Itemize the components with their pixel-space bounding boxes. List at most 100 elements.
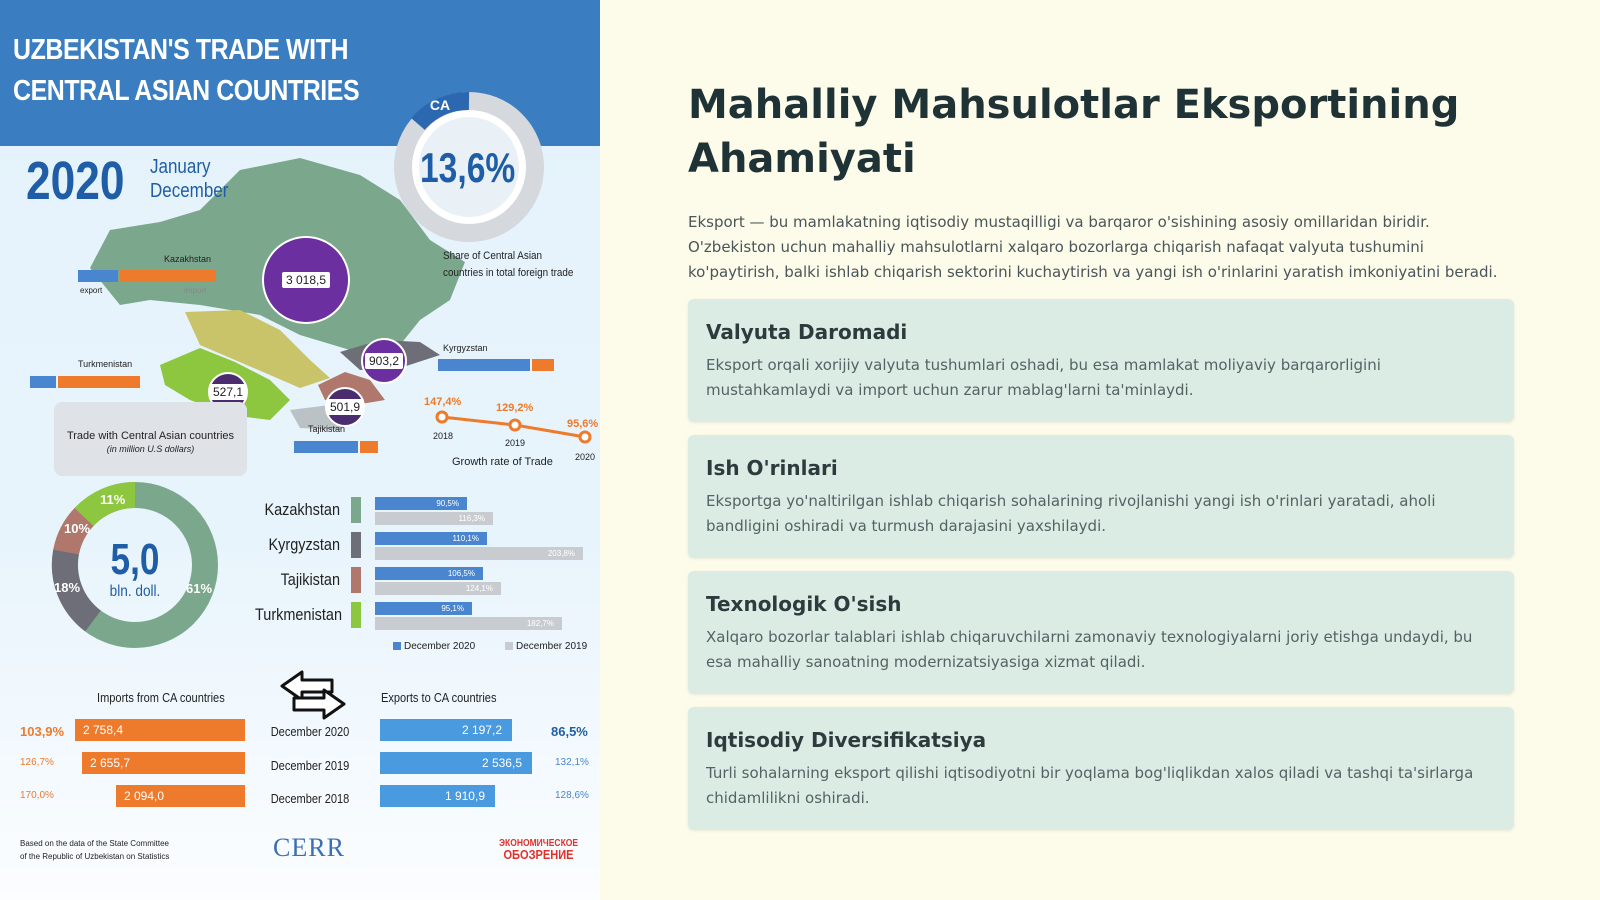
content-panel: Mahalliy Mahsulotlar Eksportining Ahamiy… (688, 78, 1514, 830)
import-bar-2019: 2 655,7 (82, 752, 245, 774)
bar-country-kyrgyzstan: Kyrgyzstan (268, 535, 340, 554)
map-uzbekistan (185, 310, 330, 388)
card-body: Turli sohalarning eksport qilishi iqtiso… (706, 764, 1474, 807)
bar-tajikistan-2019: 124,1% (375, 582, 501, 595)
label-turkmenistan: Turkmenistan (78, 359, 133, 369)
period-start: January (150, 156, 211, 178)
kyrgyzstan-export-bar (438, 359, 530, 371)
growth-point-2018 (435, 410, 449, 424)
export-pct-2018: 128,6% (555, 790, 589, 801)
bar-kyrgyzstan-2019: 203,8% (375, 547, 583, 560)
trade-box-title: Trade with Central Asian countries (66, 430, 235, 442)
card-iqtisodiy-diversifikatsiya: Iqtisodiy Diversifikatsiya Turli sohalar… (688, 707, 1514, 830)
bar-turkmenistan-2020: 95,1% (375, 602, 472, 615)
swatch-tajikistan (351, 567, 361, 593)
trade-infographic: UZBEKISTAN'S TRADE WITH CENTRAL ASIAN CO… (0, 0, 600, 900)
card-title: Valyuta Daromadi (706, 320, 908, 344)
flow-label-2018: December 2018 (270, 791, 350, 806)
kazakhstan-total: 3 018,5 (281, 272, 331, 288)
import-pct-2019: 126,7% (20, 757, 54, 768)
label-tajikistan: Tajikistan (308, 424, 346, 434)
import-pct-2020: 103,9% (20, 724, 65, 739)
export-pct-2020: 86,5% (551, 724, 588, 739)
export-bar-2019: 2 536,5 (380, 752, 532, 774)
legend-2020-label: December 2020 (404, 641, 476, 652)
total-trade-value: 5,0 (110, 535, 160, 584)
legend-2019-label: December 2019 (516, 641, 588, 652)
turkmenistan-total: 527,1 (208, 384, 248, 400)
card-texnologik-osish: Texnologik O'sish Xalqaro bozorlar talab… (688, 571, 1514, 694)
infographic-title: UZBEKISTAN'S TRADE WITH CENTRAL ASIAN CO… (13, 34, 360, 107)
card-title: Iqtisodiy Diversifikatsiya (706, 728, 987, 752)
tajikistan-export-bar (294, 441, 358, 453)
turkmenistan-import-bar (58, 376, 140, 388)
label-kyrgyzstan: Kyrgyzstan (443, 343, 488, 353)
tajikistan-total: 501,9 (325, 399, 365, 415)
tajikistan-total-bubble: 501,9 (325, 387, 365, 427)
growth-year-2018: 2018 (433, 431, 454, 441)
trade-box: Trade with Central Asian countries (in m… (54, 402, 247, 476)
eo-logo-line-1: ЭКОНОМИЧЕСКОЕ (499, 838, 579, 849)
kyrgyzstan-total: 903,2 (364, 353, 404, 369)
export-bar-2020: 2 197,2 (380, 719, 512, 741)
kyrgyzstan-import-bar (532, 359, 554, 371)
flow-label-2020: December 2020 (270, 724, 350, 739)
card-body: Eksport orqali xorijiy valyuta tushumlar… (706, 356, 1381, 399)
bar-kazakhstan-2020: 90,5% (375, 497, 467, 510)
ca-caption-line-2: countries in total foreign trade (443, 267, 574, 279)
bar-country-kazakhstan: Kazakhstan (264, 500, 340, 519)
swatch-kazakhstan (351, 497, 361, 523)
source-line-1: Based on the data of the State Committee (20, 839, 169, 848)
growth-value-2018: 147,4% (424, 396, 462, 408)
share-kyrgyzstan: 18% (54, 580, 81, 595)
total-trade-unit: bln. doll. (109, 583, 161, 600)
source-note: Based on the data of the State Committee… (20, 837, 169, 863)
card-title: Texnologik O'sish (706, 592, 902, 616)
flow-label-2019: December 2019 (270, 758, 350, 773)
period-end: December (150, 180, 229, 202)
bar-tajikistan-2020: 106,5% (375, 567, 483, 580)
legend-2020: December 2020 (393, 641, 475, 652)
exchange-arrows-icon (280, 670, 346, 720)
share-turkmenistan: 11% (100, 492, 126, 507)
growth-title: Growth rate of Trade (452, 456, 553, 468)
kazakhstan-total-bubble: 3 018,5 (262, 236, 350, 324)
growth-year-2020: 2020 (575, 452, 596, 462)
import-bar-2018: 2 094,0 (116, 785, 245, 807)
period: January December (150, 155, 228, 203)
card-ish-orinlari: Ish O'rinlari Eksportga yo'naltirilgan i… (688, 435, 1514, 558)
card-title: Ish O'rinlari (706, 456, 838, 480)
share-tajikistan: 10% (64, 521, 91, 536)
swatch-kyrgyzstan (351, 532, 361, 558)
growth-value-2019: 129,2% (496, 402, 534, 414)
growth-line-chart (435, 410, 592, 444)
share-kazakhstan: 61% (186, 581, 213, 596)
import-label: import (184, 286, 207, 295)
kazakhstan-export-bar (78, 270, 118, 282)
exports-title: Exports to CA countries (381, 690, 497, 705)
page-title: Mahalliy Mahsulotlar Eksportining Ahamiy… (688, 82, 1460, 182)
year: 2020 (26, 151, 125, 211)
economic-review-logo: ЭКОНОМИЧЕСКОЕ ОБОЗРЕНИЕ (499, 838, 579, 861)
ca-share-value: 13,6% (420, 144, 516, 191)
turkmenistan-export-bar (30, 376, 56, 388)
export-label: export (80, 286, 103, 295)
trade-box-subtitle: (in million U.S dollars) (106, 444, 195, 454)
intro-paragraph: Eksport — bu mamlakatning iqtisodiy must… (688, 213, 1498, 281)
kyrgyzstan-total-bubble: 903,2 (361, 338, 407, 384)
card-valyuta-daromadi: Valyuta Daromadi Eksport orqali xorijiy … (688, 299, 1514, 422)
bar-kazakhstan-2019: 116,3% (375, 512, 493, 525)
legend-2019: December 2019 (505, 641, 587, 652)
import-bar-2020: 2 758,4 (75, 719, 245, 741)
kazakhstan-import-bar (120, 270, 216, 282)
growth-year-2019: 2019 (505, 438, 526, 448)
card-body: Xalqaro bozorlar talablari ishlab chiqar… (706, 628, 1473, 671)
ca-share-donut (394, 92, 544, 242)
cerr-logo: CERR (273, 833, 345, 862)
bar-kyrgyzstan-2020: 110,1% (375, 532, 487, 545)
swatch-turkmenistan (351, 602, 361, 628)
card-body: Eksportga yo'naltirilgan ishlab chiqaris… (706, 492, 1436, 535)
export-pct-2019: 132,1% (555, 757, 589, 768)
ca-caption-line-1: Share of Central Asian (443, 250, 543, 262)
growth-point-2020 (578, 430, 592, 444)
